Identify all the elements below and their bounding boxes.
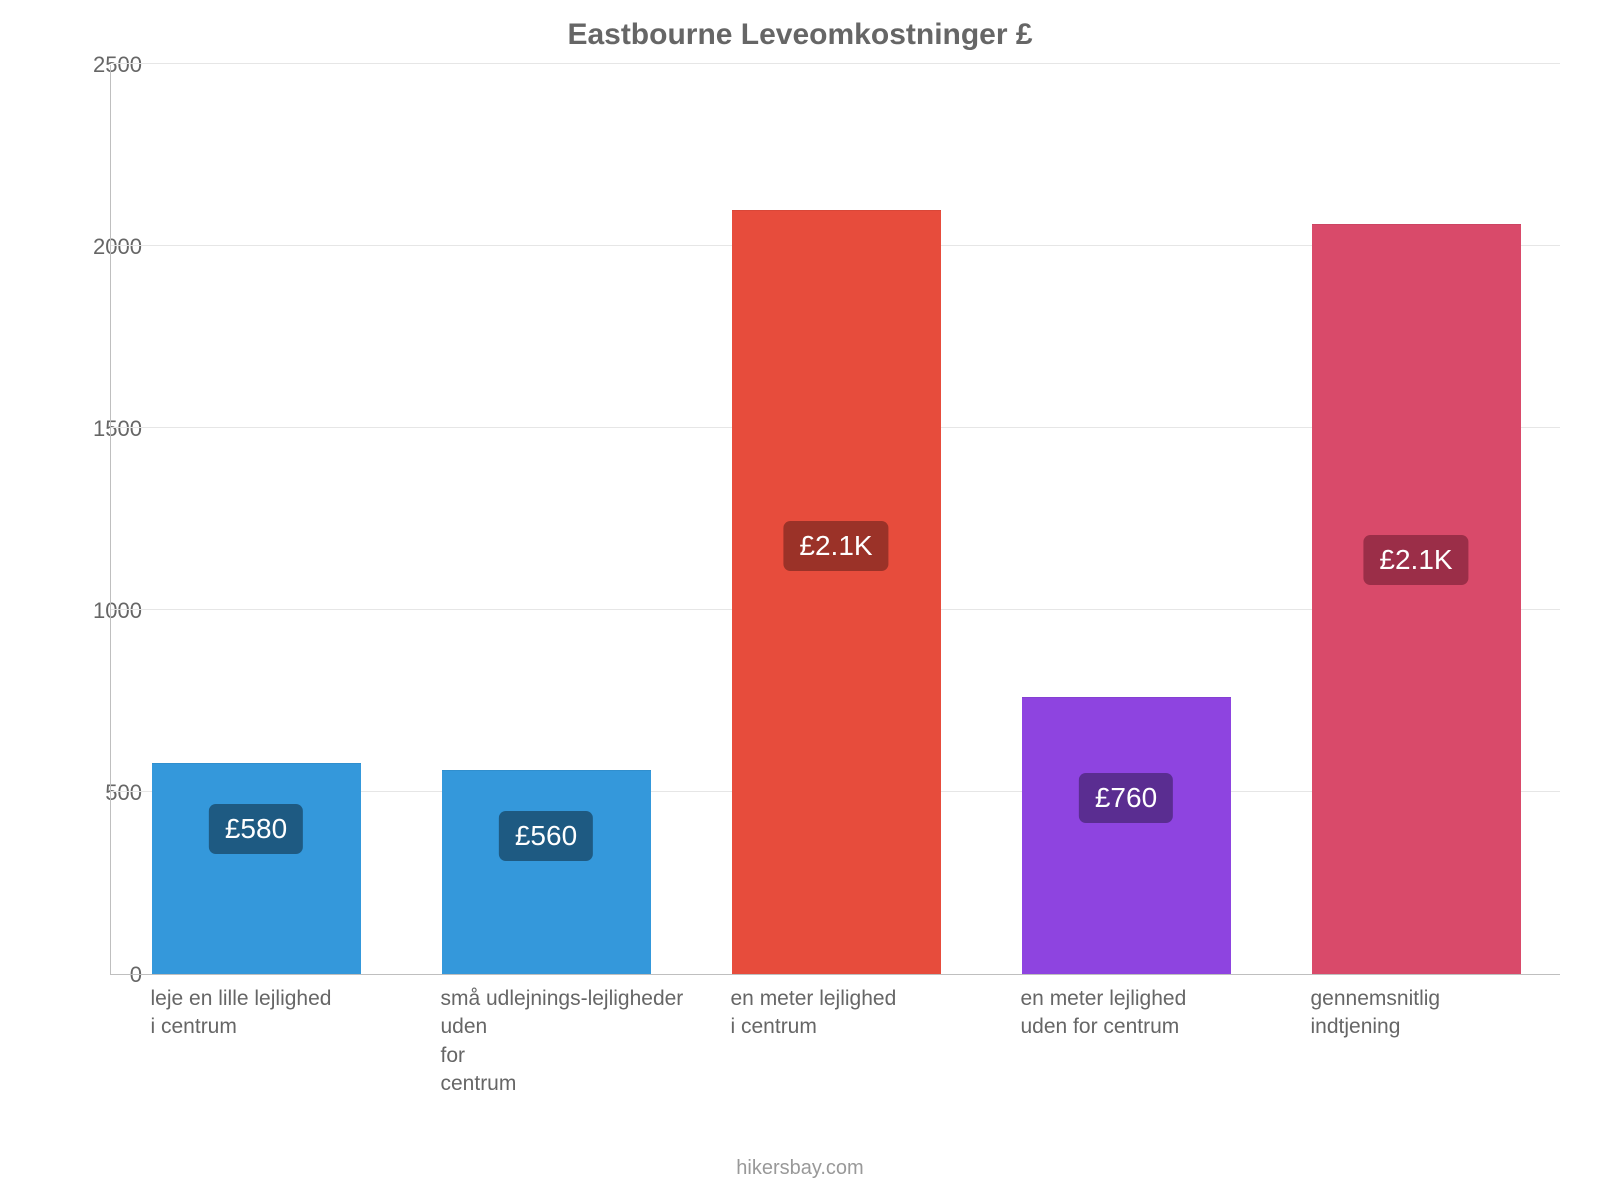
bar-1: £560 <box>442 770 651 974</box>
bar-value-badge: £2.1K <box>1363 535 1468 585</box>
bar-4: £2.1K <box>1312 224 1521 974</box>
attribution-text: hikersbay.com <box>0 1157 1600 1180</box>
bars-container: £580 £560 £2.1K £760 £2.1K <box>111 65 1560 974</box>
xlabel-3: en meter lejligheduden for centrum <box>1021 985 1251 1042</box>
bar-2: £2.1K <box>732 210 941 974</box>
bar-0: £580 <box>152 763 361 974</box>
bar-3: £760 <box>1022 697 1231 974</box>
xlabel-4: gennemsnitligindtjening <box>1311 985 1541 1042</box>
plot-area: £580 £560 £2.1K £760 £2.1K <box>110 65 1560 975</box>
bar-value-badge: £580 <box>209 804 303 854</box>
bar-value-badge: £2.1K <box>783 521 888 571</box>
bar-chart: Eastbourne Leveomkostninger £ 0 500 1000… <box>0 0 1600 1200</box>
gridline <box>111 63 1560 64</box>
xlabel-2: en meter lejlighedi centrum <box>731 985 961 1042</box>
chart-title: Eastbourne Leveomkostninger £ <box>0 18 1600 52</box>
xlabel-1: små udlejnings-lejlighederudenforcentrum <box>441 985 701 1098</box>
bar-value-badge: £760 <box>1079 773 1173 823</box>
bar-value-badge: £560 <box>499 811 593 861</box>
xlabel-0: leje en lille lejlighedi centrum <box>151 985 381 1042</box>
